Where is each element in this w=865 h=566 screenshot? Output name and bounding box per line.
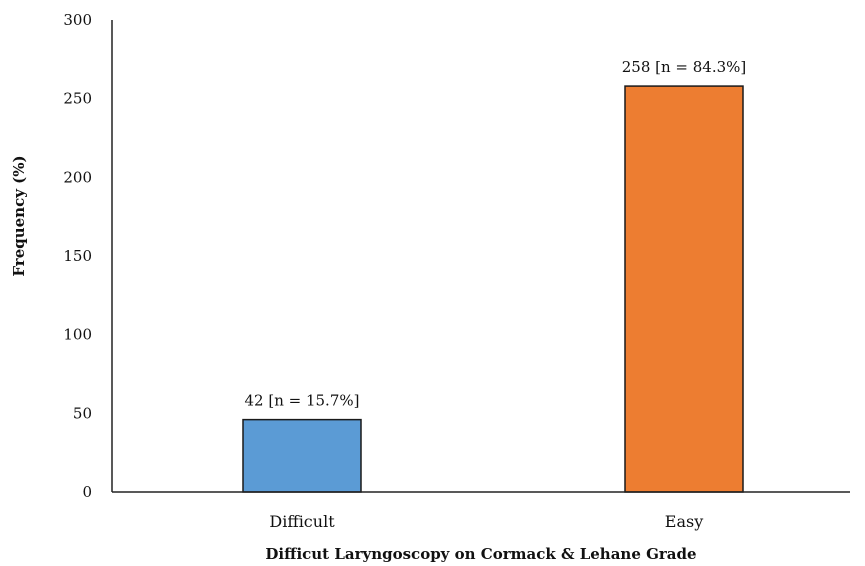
y-tick-label: 300 bbox=[63, 11, 92, 29]
bars bbox=[242, 85, 744, 493]
x-axis-title: Difficut Laryngoscopy on Cormack & Lehan… bbox=[265, 545, 696, 563]
y-tick-label: 200 bbox=[63, 168, 92, 186]
category-labels: Difficult Easy bbox=[269, 512, 703, 531]
y-tick-label: 150 bbox=[63, 247, 92, 265]
data-label-easy: 258 [n = 84.3%] bbox=[622, 58, 747, 76]
y-tick-label: 100 bbox=[63, 326, 92, 344]
data-label-difficult: 42 [n = 15.7%] bbox=[245, 392, 360, 410]
y-tick-label: 0 bbox=[82, 483, 92, 501]
data-labels: 42 [n = 15.7%] 258 [n = 84.3%] bbox=[245, 58, 747, 410]
y-axis-ticks: 0 50 100 150 200 250 300 bbox=[63, 11, 92, 501]
bar-easy bbox=[624, 85, 744, 493]
x-tick-label-easy: Easy bbox=[665, 512, 703, 531]
bar-difficult bbox=[242, 418, 362, 493]
y-tick-label: 50 bbox=[73, 404, 92, 422]
y-axis-title: Frequency (%) bbox=[10, 155, 28, 276]
x-tick-label-difficult: Difficult bbox=[269, 512, 335, 531]
y-tick-label: 250 bbox=[63, 90, 92, 108]
